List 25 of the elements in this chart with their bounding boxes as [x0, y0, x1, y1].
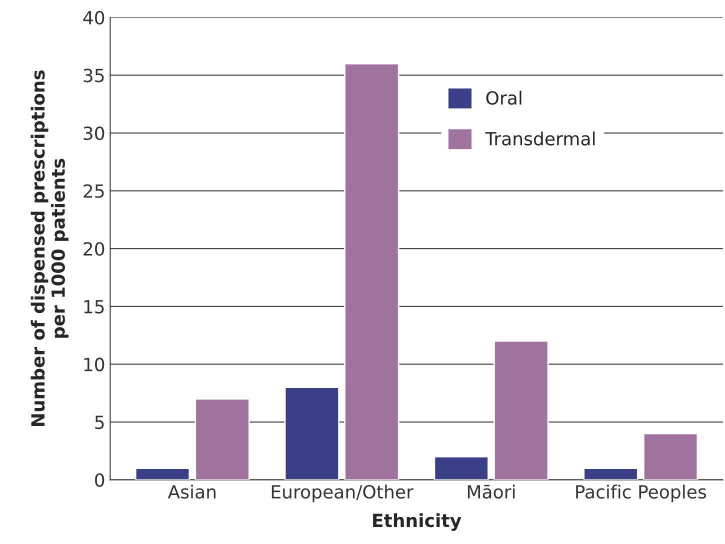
y-tick-label: 40: [83, 10, 104, 25]
x-tick-label: Māori: [468, 484, 515, 499]
bar: [194, 398, 250, 480]
y-tick-label: 0: [95, 473, 104, 487]
legend-label: Transdermal: [485, 132, 595, 146]
bar: [642, 432, 698, 480]
y-tick-label: 15: [84, 300, 104, 314]
x-axis-title: Ethnicity: [373, 513, 462, 531]
y-axis-title: Number of dispensed prescriptions per 1000 patients: [30, 70, 68, 426]
bar: [134, 468, 190, 480]
bar: [494, 340, 549, 480]
x-tick-label: Asian: [168, 484, 216, 499]
y-tick-label: 5: [95, 416, 104, 430]
x-tick-label: European/Other: [272, 484, 414, 502]
y-tick-label: 35: [84, 68, 104, 82]
legend-label: Oral: [486, 90, 522, 105]
bar: [284, 386, 340, 480]
y-tick-label: 20: [84, 242, 104, 256]
bar: [583, 468, 638, 480]
y-tick-label: 25: [84, 184, 104, 198]
y-tick-label: 10: [84, 358, 104, 372]
bar: [434, 456, 489, 480]
y-tick-label: 30: [84, 126, 104, 140]
x-tick-label: Pacific Peoples: [576, 484, 706, 502]
bar: [344, 62, 400, 480]
